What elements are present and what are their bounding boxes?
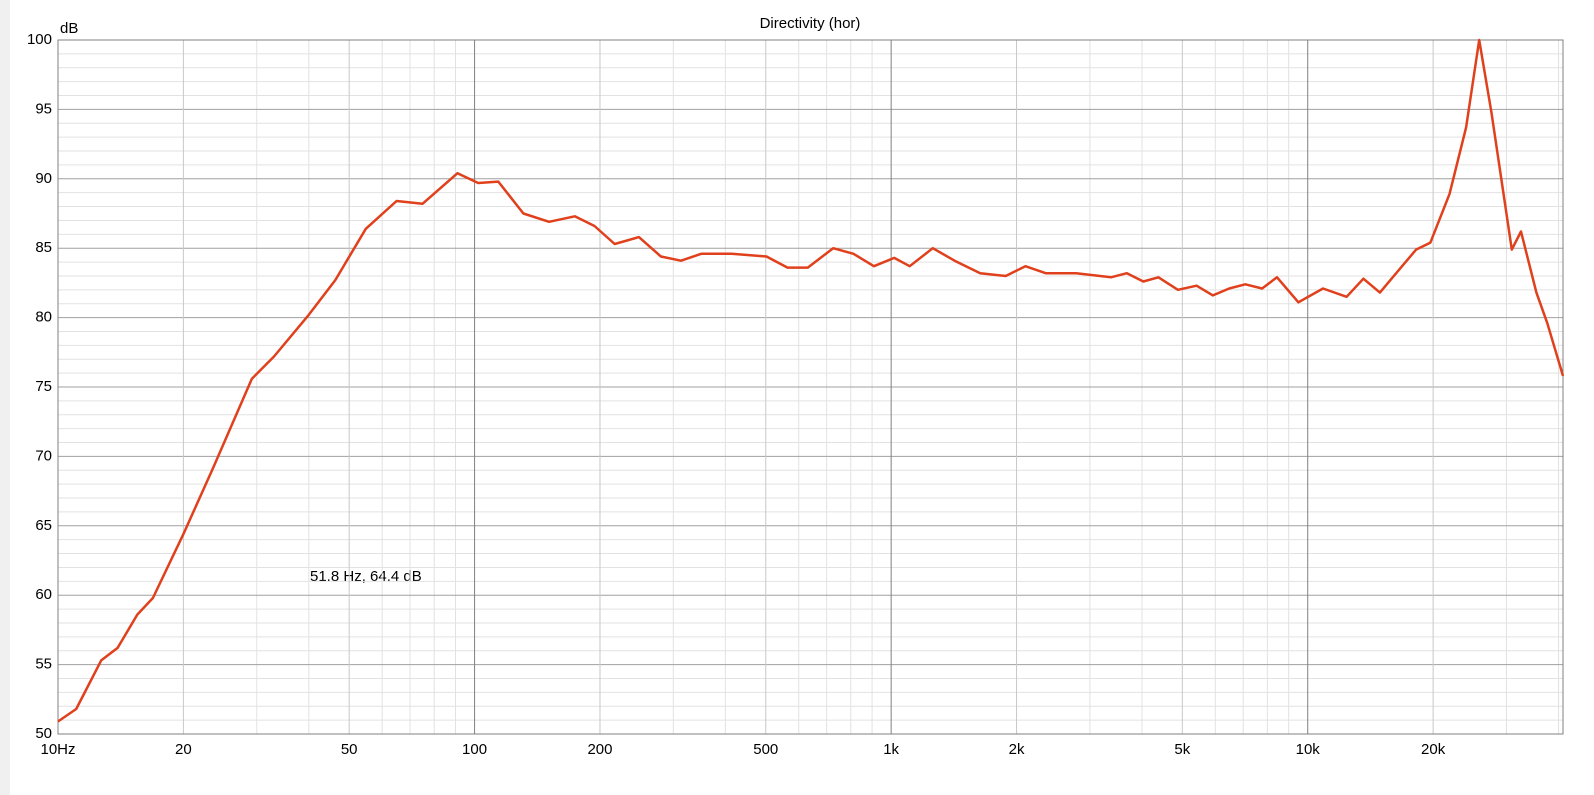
x-tick-label: 50 — [341, 741, 358, 758]
y-tick-label: 50 — [35, 725, 52, 742]
x-tick-label: 100 — [462, 741, 487, 758]
x-tick-label: 500 — [753, 741, 778, 758]
response-curve — [57, 38, 1565, 723]
cursor-readout: 51.8 Hz, 64.4 dB — [310, 568, 422, 585]
y-tick-label: 65 — [35, 517, 52, 534]
x-tick-label: 5k — [1174, 741, 1190, 758]
y-tick-label: 100 — [27, 31, 52, 48]
chart-title: Directivity (hor) — [760, 15, 861, 32]
y-axis-label: dB — [60, 20, 78, 37]
y-tick-label: 85 — [35, 239, 52, 256]
y-tick-label: 80 — [35, 309, 52, 326]
x-tick-label: 2k — [1009, 741, 1025, 758]
y-tick-label: 70 — [35, 447, 52, 464]
y-tick-label: 95 — [35, 100, 52, 117]
x-tick-label: 10Hz — [40, 741, 75, 758]
x-tick-label: 200 — [587, 741, 612, 758]
chart-background — [10, 0, 1594, 795]
plot-frame — [57, 39, 1564, 735]
x-tick-label: 20k — [1421, 741, 1446, 758]
x-tick-label: 20 — [175, 741, 192, 758]
y-tick-label: 55 — [35, 656, 52, 673]
x-tick-label: 1k — [883, 741, 899, 758]
y-tick-label: 60 — [35, 586, 52, 603]
y-tick-label: 75 — [35, 378, 52, 395]
y-tick-label: 90 — [35, 170, 52, 187]
x-tick-label: 10k — [1296, 741, 1321, 758]
